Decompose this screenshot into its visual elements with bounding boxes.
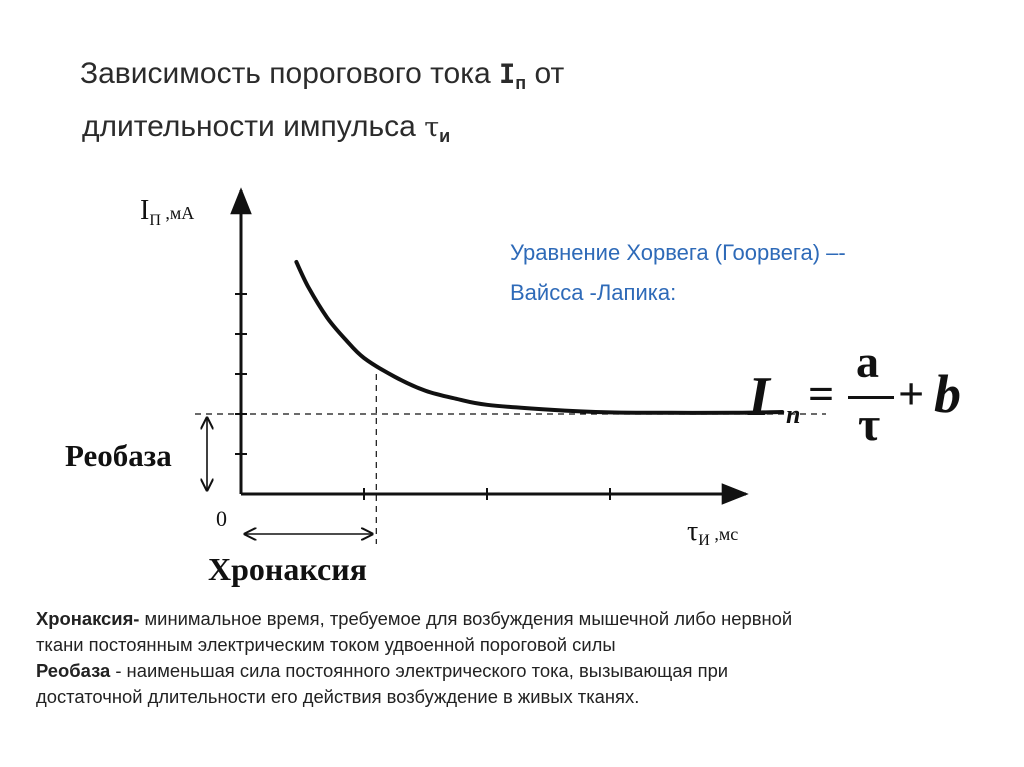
equation-heading-line-1: Уравнение Хорвега (Гоорвега) –- [510, 240, 846, 265]
chronaxie-label: Хронаксия [208, 551, 367, 587]
chart-labels: IП ,мА τИ ,мс 0 Реобаза Хронаксия [65, 195, 738, 587]
weiss-lapicque-formula: I п = a τ + b [748, 336, 1008, 455]
axis-ticks [235, 293, 734, 500]
formula-numerator: a [856, 336, 879, 387]
title-line-2: длительности импульса τи [82, 110, 451, 146]
definition-term: Реобаза [36, 660, 111, 681]
y-axis-label: IП ,мА [140, 195, 194, 229]
formula-denominator: τ [858, 398, 881, 451]
definition-term: Хронаксия- [36, 608, 140, 629]
x-axis-label: τИ ,мс [687, 516, 738, 549]
title-line-1: Зависимость порогового тока Iп от [80, 57, 565, 93]
equation-heading-line-2: Вайсса -Лапика: [510, 280, 677, 305]
definition-chronaxie: Хронаксия- минимальное время, требуемое … [36, 606, 1011, 658]
formula-plus: + [898, 368, 925, 419]
rheobase-label: Реобаза [65, 438, 172, 473]
formula-equals: = [808, 368, 835, 419]
slide-title: Зависимость порогового тока Iп от длител… [80, 52, 840, 158]
tau-symbol-subscript: и [439, 126, 451, 146]
chronaxie-rheobase-chart: IП ,мА τИ ,мс 0 Реобаза Хронаксия [65, 187, 826, 587]
equation-heading: Уравнение Хорвега (Гоорвега) –- Вайсса -… [510, 233, 1010, 313]
definition-text: ткани постоянным электрическим током удв… [36, 634, 616, 655]
definition-rheobase: Реобаза - наименьшая сила постоянного эл… [36, 658, 1011, 710]
definitions: Хронаксия- минимальное время, требуемое … [36, 606, 1011, 710]
series [294, 260, 785, 415]
dimension-markers [207, 418, 372, 534]
formula-current-subscript: п [786, 400, 801, 429]
definition-text: достаточной длительности его действия во… [36, 686, 640, 707]
guide-lines [195, 374, 826, 544]
definition-text: минимальное время, требуемое для возбужд… [139, 608, 793, 629]
current-symbol: I [499, 59, 516, 90]
formula-constant-b: b [934, 364, 961, 424]
definition-text: - наименьшая сила постоянного электричес… [110, 660, 729, 681]
current-symbol-subscript: п [515, 73, 527, 93]
axes [230, 187, 749, 505]
strength-duration-curve [294, 260, 785, 415]
formula-current: I [748, 366, 770, 428]
formula-fraction-bar [848, 396, 894, 399]
origin-label: 0 [216, 506, 227, 531]
tau-symbol: τ [424, 112, 440, 143]
